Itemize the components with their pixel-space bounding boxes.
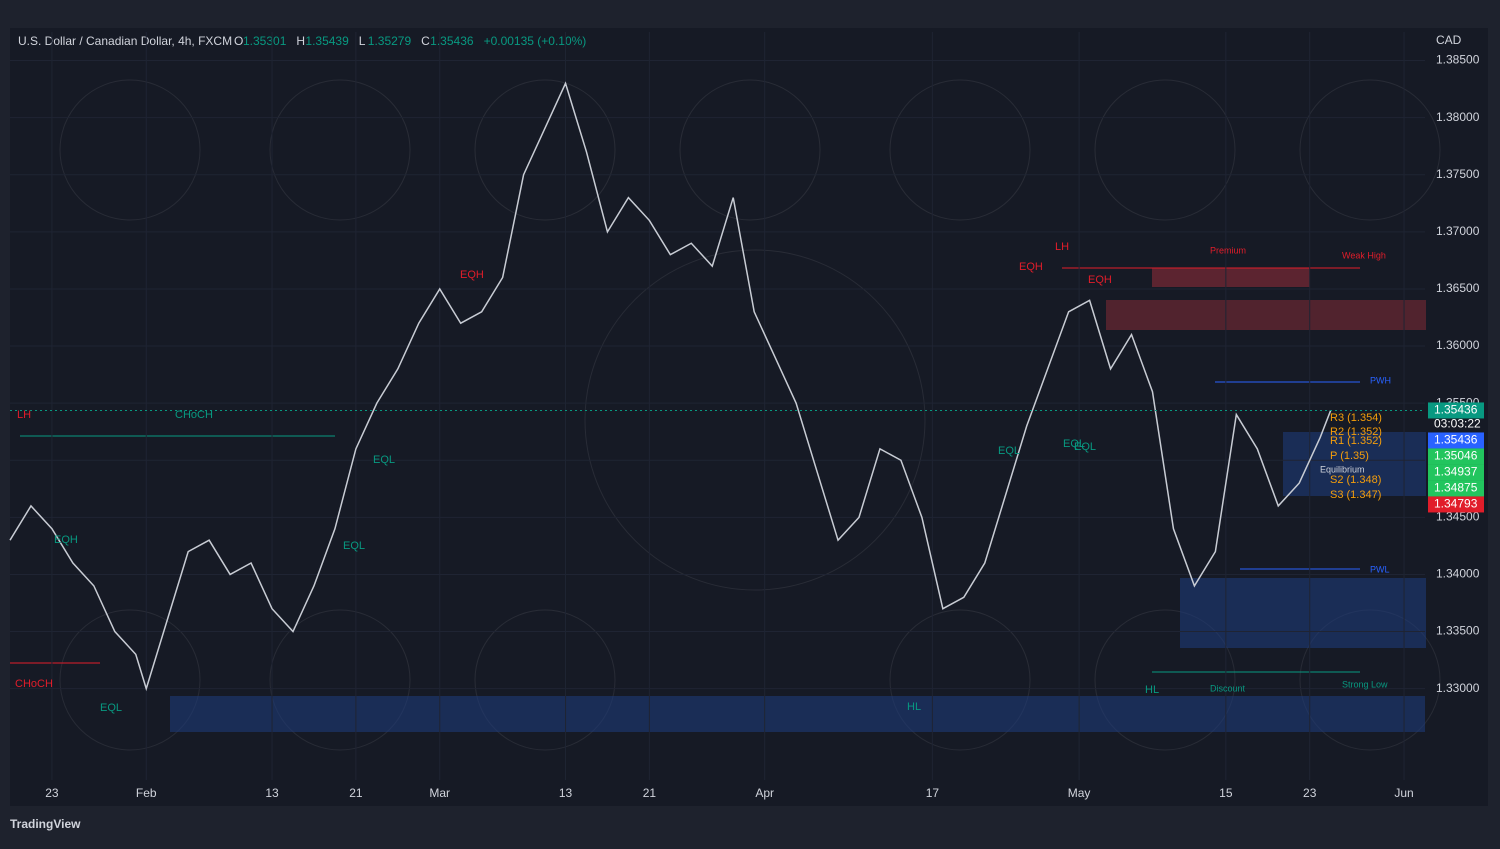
annotation: EQL (1063, 438, 1085, 450)
y-tick-label: 1.38500 (1436, 53, 1480, 67)
annotation: EQH (54, 534, 78, 546)
annotation: EQL (343, 540, 365, 552)
brand: TradingView (10, 817, 81, 831)
x-tick-label: Mar (429, 786, 450, 800)
x-tick-label: 13 (559, 786, 573, 800)
price-tag-label: 1.34793 (1434, 497, 1478, 511)
ohlc-key: L (359, 34, 366, 48)
annotation: P (1.35) (1330, 450, 1369, 462)
x-tick-label: 23 (1303, 786, 1317, 800)
currency: CAD (1436, 33, 1462, 47)
price-tag (1428, 448, 1484, 465)
y-tick-label: 1.37000 (1436, 224, 1480, 238)
x-tick-label: Feb (136, 786, 157, 800)
x-tick-label: Jun (1394, 786, 1413, 800)
price-tag (1428, 480, 1484, 497)
y-tick-label: 1.34500 (1436, 510, 1480, 524)
ohlc-key: H (296, 34, 305, 48)
annotation: EQL (1074, 441, 1096, 453)
x-tick-label: 21 (643, 786, 657, 800)
y-tick-label: 1.33000 (1436, 681, 1480, 695)
annotation: CHoCH (15, 678, 53, 690)
x-tick-label: 15 (1219, 786, 1233, 800)
supply-zone (1106, 300, 1426, 330)
pivot-zone (1283, 432, 1426, 496)
annotation: R2 (1.352) (1330, 426, 1382, 438)
annotation: PWL (1370, 564, 1390, 574)
annotation: HL (907, 701, 921, 713)
symbol: U.S. Dollar / Canadian Dollar, 4h, FXCM (18, 34, 232, 48)
x-tick-label: 13 (265, 786, 279, 800)
x-tick-label: 21 (349, 786, 363, 800)
annotation: S3 (1.347) (1330, 489, 1381, 501)
annotation: CHoCH (175, 409, 213, 421)
x-tick-label: 23 (45, 786, 59, 800)
ohlc-key: O (234, 34, 243, 48)
annotation: LH (17, 409, 31, 421)
annotation: Weak High (1342, 250, 1386, 260)
countdown: 03:03:22 (1434, 417, 1481, 431)
demand-zone (170, 696, 1425, 732)
annotation: R1 (1.352) (1330, 435, 1382, 447)
price-tag-label: 1.34875 (1434, 481, 1478, 495)
annotation: LH (1055, 241, 1069, 253)
annotation: EQH (1088, 274, 1112, 286)
price-tag (1428, 496, 1484, 513)
y-tick-label: 1.37500 (1436, 167, 1480, 181)
annotation: EQH (1019, 261, 1043, 273)
price-tag-label: 1.35436 (1434, 433, 1478, 447)
price-line (9, 81, 1332, 692)
ohlc-value: 1.35301 (243, 34, 287, 48)
annotation: R3 (1.354) (1330, 412, 1382, 424)
annotation: EQL (998, 445, 1020, 457)
y-tick-label: 1.36000 (1436, 338, 1480, 352)
demand-zone (1180, 578, 1426, 648)
y-tick-label: 1.33500 (1436, 624, 1480, 638)
y-tick-label: 1.36500 (1436, 281, 1480, 295)
price-tag (1428, 432, 1484, 449)
price-tag-label: 1.34937 (1434, 465, 1478, 479)
annotation: Premium (1210, 245, 1246, 255)
price-tag (1428, 464, 1484, 481)
annotation: PWH (1370, 375, 1391, 385)
footer-bar (0, 808, 1500, 844)
change: +0.00135 (+0.10%) (484, 34, 587, 48)
premium-zone (1152, 268, 1310, 287)
ohlc-value: 1.35279 (368, 34, 412, 48)
annotation: Equilibrium (1320, 464, 1365, 474)
y-tick-label: 1.34000 (1436, 567, 1480, 581)
price-tag-label: 1.35046 (1434, 449, 1478, 463)
price-tag-label: 1.35436 (1434, 403, 1478, 417)
price-tag (1428, 402, 1484, 419)
annotation: Strong Low (1342, 679, 1388, 689)
annotation: EQL (100, 702, 122, 714)
ohlc-key: C (421, 34, 430, 48)
ohlc-value: 1.35436 (430, 34, 474, 48)
ohlc-value: 1.35439 (305, 34, 349, 48)
x-tick-label: May (1068, 786, 1091, 800)
annotation: Discount (1210, 683, 1246, 693)
annotation: EQL (373, 454, 395, 466)
y-tick-label: 1.38000 (1436, 110, 1480, 124)
x-tick-label: 17 (926, 786, 940, 800)
annotation: S2 (1.348) (1330, 474, 1381, 486)
annotation: EQH (460, 269, 484, 281)
plot-bg (10, 28, 1488, 806)
watermark (59, 79, 1441, 751)
x-tick-label: Apr (755, 786, 774, 800)
annotation: HL (1145, 684, 1159, 696)
